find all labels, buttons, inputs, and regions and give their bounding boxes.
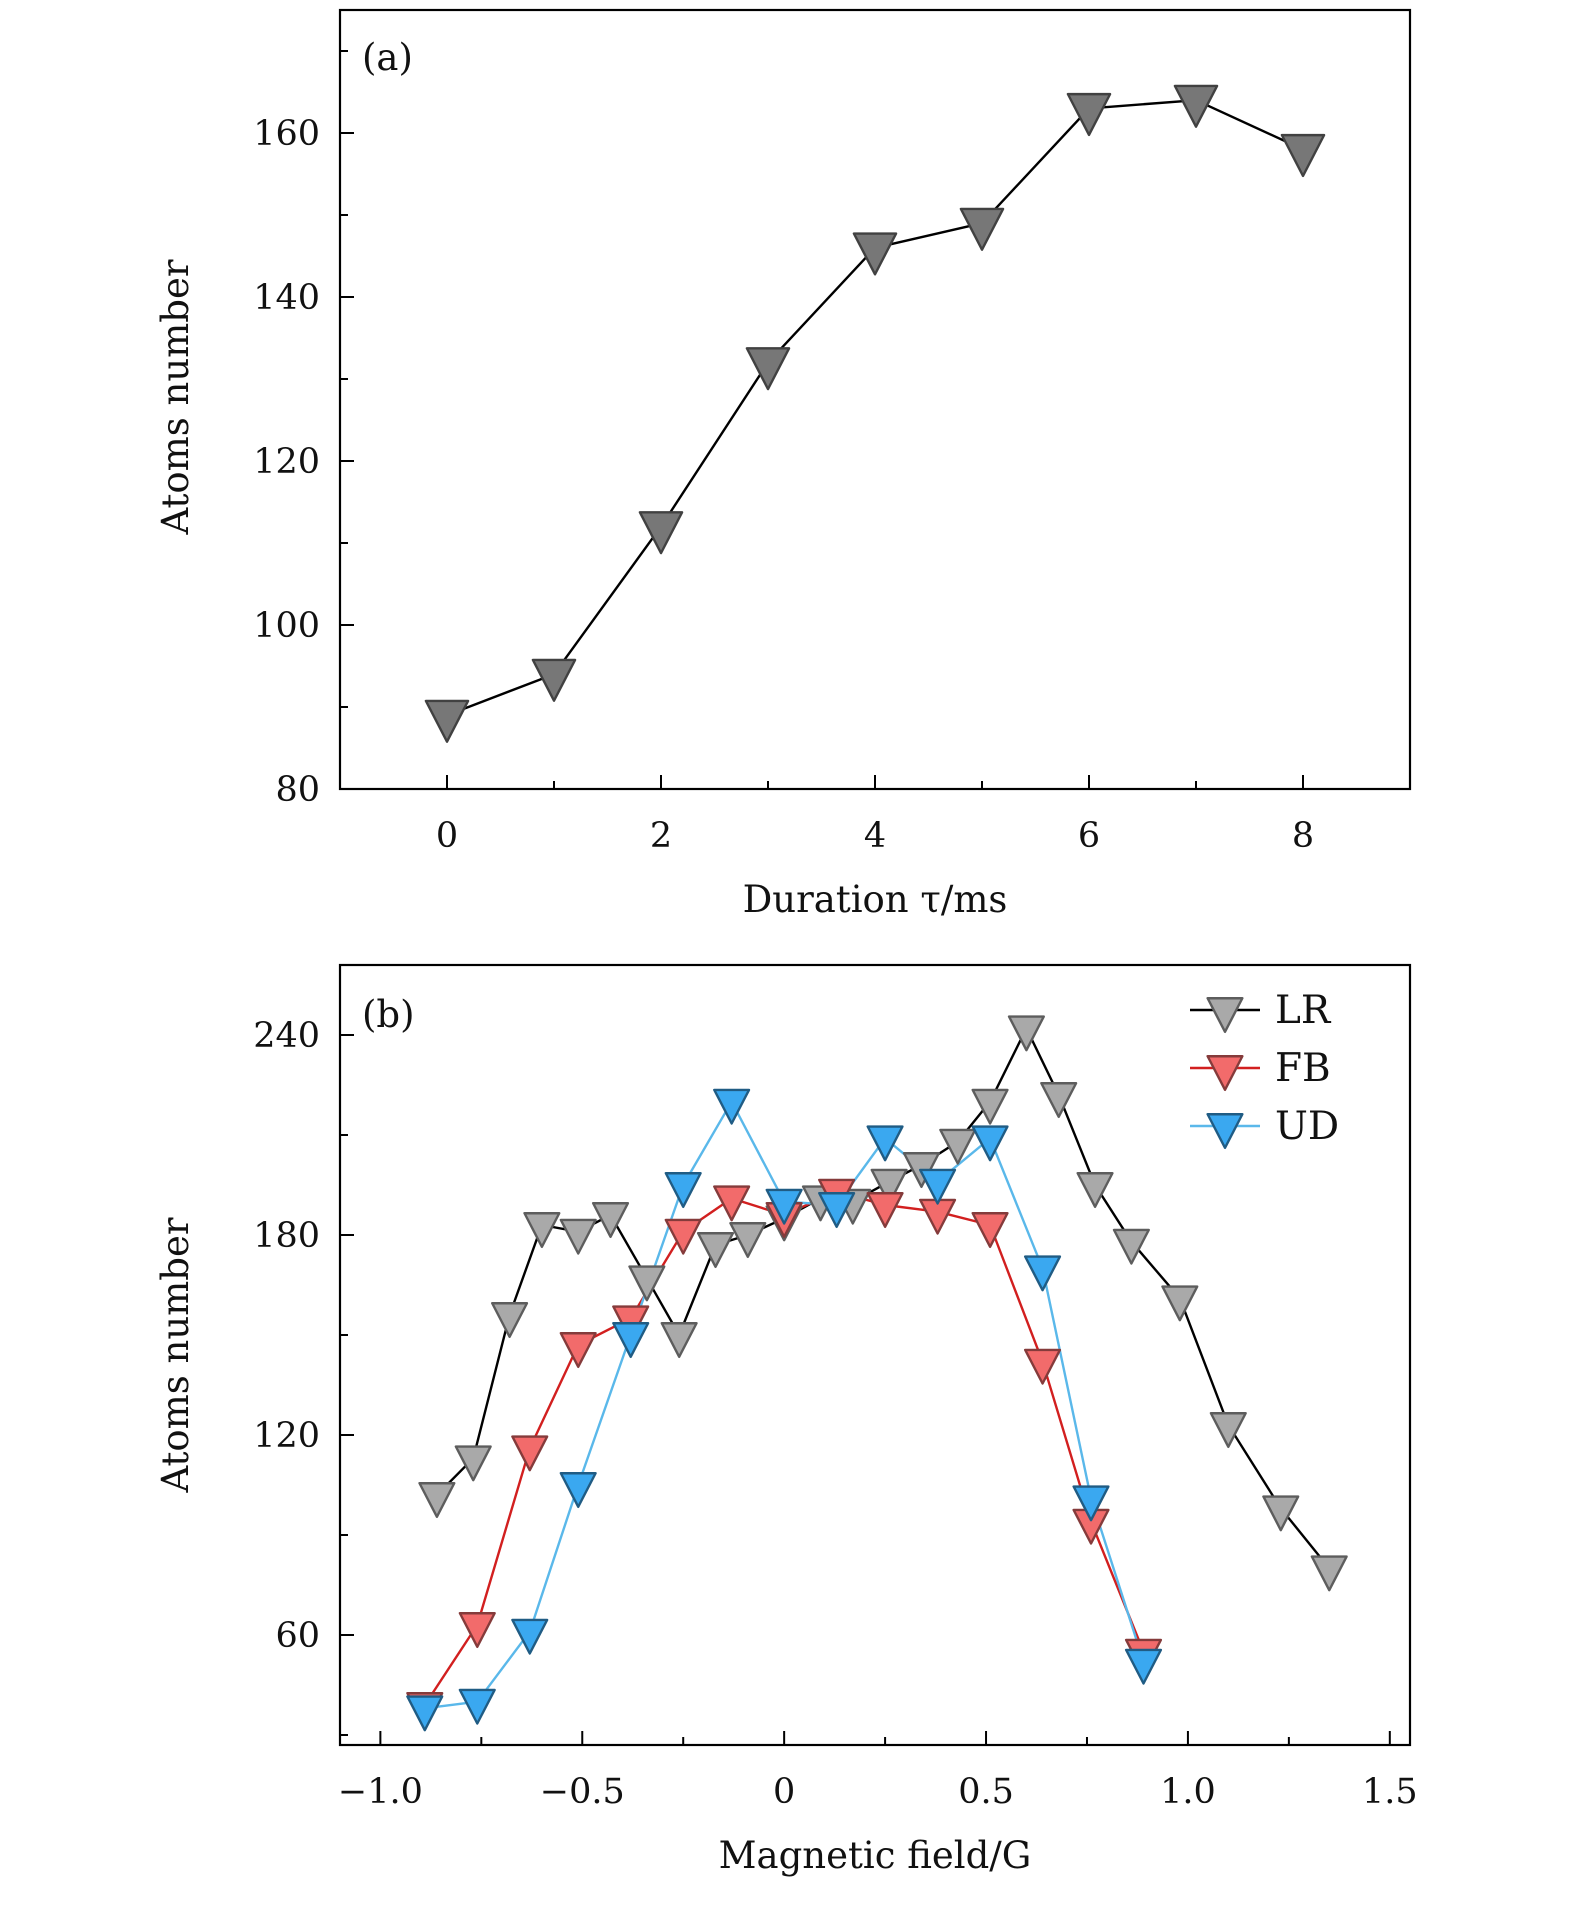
x-tick-label: 4 [864,816,886,856]
data-point-fb [664,1218,702,1255]
data-point-lr [1040,1082,1078,1119]
legend-marker-lr [1206,997,1244,1034]
data-point-fb [458,1612,496,1649]
data-point-ud [1124,1648,1163,1685]
plot-frame-b [338,963,1412,1747]
data-point-ud [559,1472,597,1509]
legend-marker-fb [1206,1055,1244,1092]
data-point-lr [971,1088,1009,1125]
data-point-ud [1072,1485,1110,1522]
data-point-lr [1007,1015,1045,1052]
y-tick-label: 120 [253,442,320,482]
data-point-main [852,232,898,276]
x-axis-label-a: Duration τ/ms [743,878,1008,921]
y-tick-label: 160 [253,114,320,154]
data-point-lr [696,1232,735,1269]
data-point-ud [664,1172,702,1209]
data-point-lr [1076,1172,1114,1209]
legend-marker-ud [1206,1113,1244,1150]
y-axis-label-a: Atoms number [154,259,197,535]
tick-layer-b: −1.0 −0.5 0 0.5 1.0 1.5 60 120 180 240 [253,1016,1417,1812]
panel-label-b: (b) [362,993,415,1036]
x-tick-label: 6 [1078,816,1100,856]
data-point-lr [660,1322,698,1359]
x-tick-label: −1.0 [338,1772,423,1812]
x-tick-label: 0 [436,816,458,856]
data-point-ud [919,1168,957,1205]
data-point-ud [818,1192,856,1229]
legend-b: LR FB UD [1190,988,1339,1150]
data-point-lr [454,1445,492,1482]
y-tick-label: 180 [253,1216,320,1256]
data-point-lr [418,1482,456,1519]
data-point-lr [1262,1495,1300,1532]
y-tick-label: 100 [253,606,320,646]
legend-label-fb: FB [1275,1046,1331,1091]
panel-label-a: (a) [362,36,413,79]
x-tick-label: 0.5 [958,1772,1014,1812]
data-point-ud [971,1125,1009,1162]
y-tick-label: 80 [275,770,320,810]
tick-layer-a: 0 2 4 6 8 80 100 120 140 160 [253,50,1411,856]
data-point-main [1280,133,1326,178]
data-point-fb [511,1435,549,1472]
legend-label-lr: LR [1275,988,1332,1033]
data-point-fb [866,1192,904,1229]
series-layer-a [424,84,1326,743]
data-point-ud [406,1695,444,1732]
data-point-lr [729,1222,767,1259]
data-point-lr [523,1212,561,1249]
data-point-lr [1310,1555,1348,1592]
data-point-lr [939,1128,977,1165]
data-point-ud [713,1088,751,1125]
x-tick-label: 1.0 [1160,1772,1216,1812]
legend-label-ud: UD [1275,1104,1339,1149]
data-point-ud [511,1618,549,1655]
data-point-lr [1161,1285,1199,1322]
data-point-lr [591,1202,630,1239]
data-point-lr [870,1168,908,1205]
data-point-main [959,207,1005,251]
data-point-fb [559,1332,597,1369]
x-tick-label: 0 [773,1772,795,1812]
data-point-main [424,699,470,743]
panel-a: (a) 0 2 4 6 8 80 100 120 140 160 Duration τ/ms At… [154,8,1412,921]
data-point-main [745,347,791,391]
data-point-fb [971,1212,1009,1249]
data-point-fb [713,1185,751,1222]
data-point-lr [559,1218,597,1255]
data-point-fb [1024,1348,1062,1385]
data-point-main [1066,92,1112,137]
data-point-ud [765,1188,803,1225]
y-tick-label: 60 [275,1616,320,1656]
x-tick-label: −0.5 [540,1772,625,1812]
data-point-ud [612,1322,650,1359]
data-point-ud [1024,1255,1062,1292]
data-point-lr [491,1302,529,1339]
data-point-ud [866,1125,904,1162]
x-axis-label-b: Magnetic field/G [719,1834,1032,1877]
x-tick-label: 2 [650,816,672,856]
y-axis-label-b: Atoms number [154,1217,197,1493]
y-tick-label: 240 [253,1016,320,1056]
panel-b: (b) −1.0 −0.5 0 0.5 1.0 1.5 60 120 180 240 LR FB UD… [154,963,1418,1877]
y-tick-label: 120 [253,1416,320,1456]
data-point-lr [1209,1412,1247,1449]
data-point-lr [628,1265,666,1302]
data-point-main [1173,84,1219,128]
data-point-main [638,511,684,555]
data-point-lr [1112,1228,1150,1265]
data-point-main [531,658,577,702]
x-tick-label: 1.5 [1362,1772,1418,1812]
data-point-ud [458,1688,496,1725]
y-tick-label: 140 [253,278,320,318]
x-tick-label: 8 [1292,816,1314,856]
series-layer-b [406,1015,1348,1732]
